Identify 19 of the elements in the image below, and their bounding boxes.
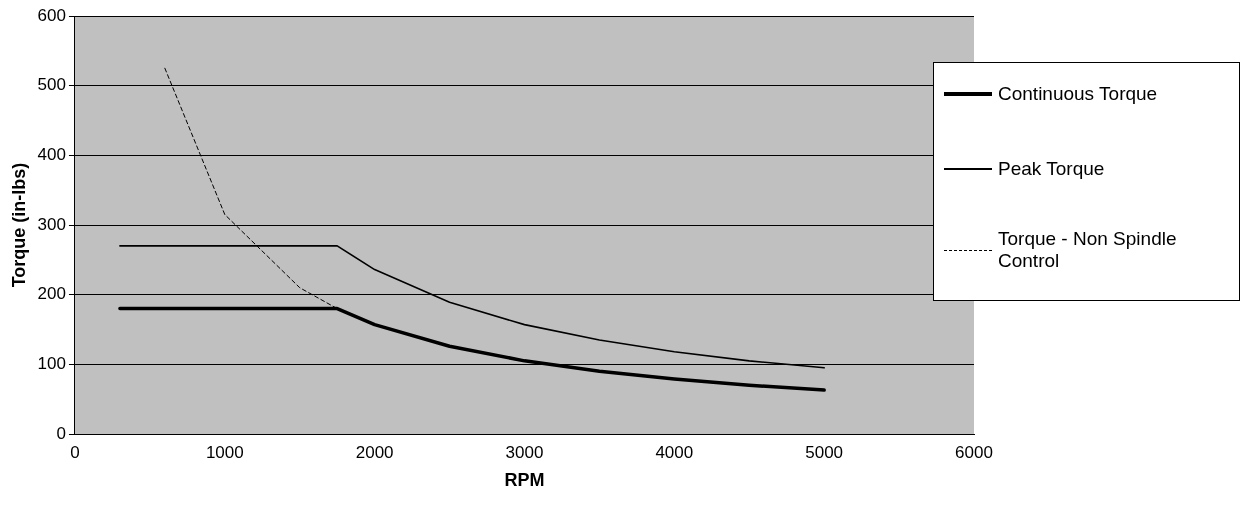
legend-label: Continuous Torque <box>998 83 1158 105</box>
x-axis-title: RPM <box>504 470 545 491</box>
x-tick-label: 5000 <box>805 442 844 462</box>
x-tick-label: 4000 <box>655 442 694 462</box>
y-tick-label: 500 <box>37 75 66 95</box>
y-tick-label: 200 <box>37 284 66 304</box>
x-tick-label: 2000 <box>355 442 394 462</box>
legend-label: Torque - Non Spindle Control <box>998 228 1178 272</box>
y-tick-label: 100 <box>37 354 66 374</box>
y-tick-label: 0 <box>56 423 66 443</box>
x-tick-label: 0 <box>70 442 80 462</box>
y-tick-label: 300 <box>37 214 66 234</box>
y-tick-label: 400 <box>37 145 66 165</box>
legend-label: Peak Torque <box>998 158 1105 180</box>
x-tick-label: 3000 <box>505 442 544 462</box>
y-tick-label: 600 <box>37 5 66 25</box>
x-tick-label: 6000 <box>955 442 993 462</box>
x-tick-label: 1000 <box>205 442 244 462</box>
y-axis-title: Torque (in-lbs) <box>8 162 29 288</box>
